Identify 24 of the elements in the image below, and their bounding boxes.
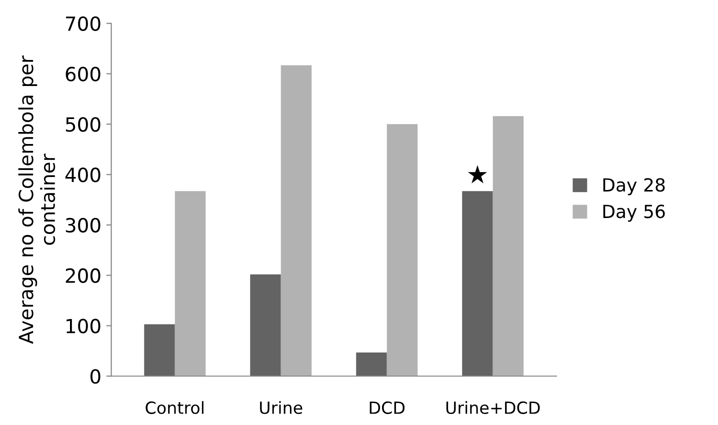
bar	[386, 124, 418, 376]
bar	[250, 274, 281, 376]
y-tick-label: 200	[66, 268, 100, 284]
legend-label: Day 28	[603, 178, 665, 196]
bar	[280, 65, 312, 376]
y-tick-label: 0	[90, 369, 100, 384]
legend-label: Day 56	[603, 204, 665, 222]
y-tick-label: 300	[66, 218, 100, 233]
annotation: ★	[468, 165, 488, 184]
bar	[492, 116, 524, 376]
x-tick-label: Urine+DCD	[446, 401, 540, 414]
bar	[462, 191, 493, 376]
x-tick-label: Urine	[260, 401, 302, 414]
bar	[174, 191, 206, 376]
y-tick-label: 400	[65, 168, 100, 182]
bar	[144, 324, 175, 376]
y-tick-label: 100	[66, 318, 100, 334]
y-tick-label: 600	[66, 66, 100, 82]
bar	[356, 352, 387, 376]
x-tick-label: Control	[146, 401, 204, 414]
y-axis-title: Average no of Collembola per container	[18, 55, 56, 344]
y-tick-label: 700	[66, 16, 100, 32]
x-tick-label: DCD	[370, 401, 405, 414]
y-tick-label: 500	[66, 117, 100, 132]
